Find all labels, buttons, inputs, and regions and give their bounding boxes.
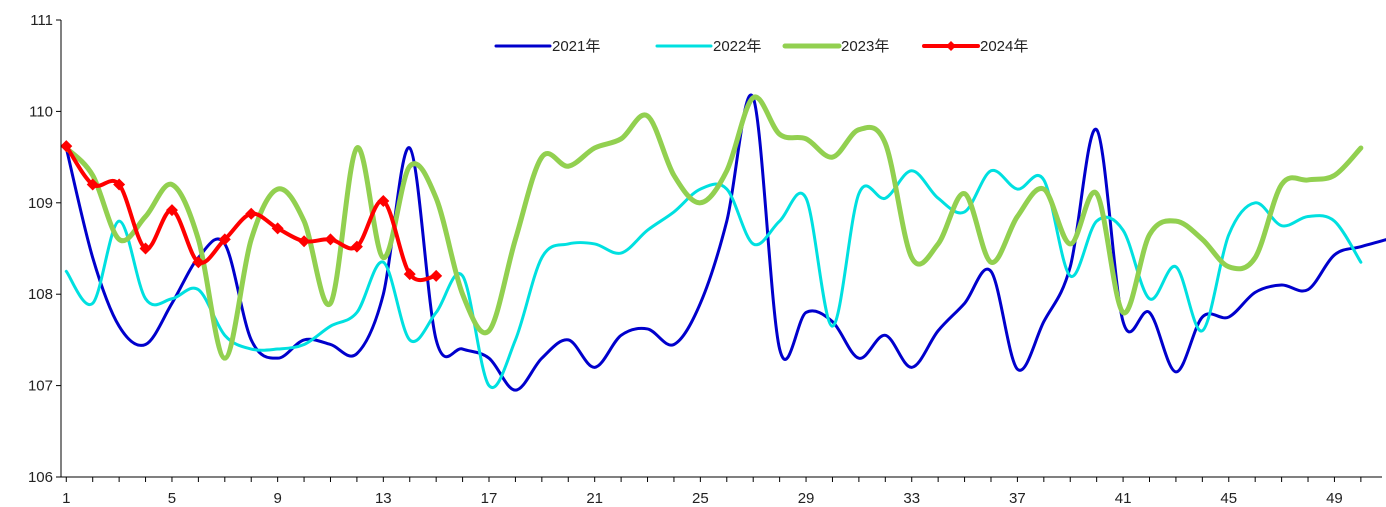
x-tick-label: 37 [1009,490,1026,507]
series-3 [63,94,1364,361]
data-point-marker [165,204,178,217]
series-line [64,93,1386,392]
legend-label: 2021年 [552,38,600,55]
legend-item: 2022年 [655,38,761,55]
series-1 [64,93,1386,392]
legend-marker [946,41,956,51]
x-tick-label: 17 [481,490,498,507]
x-tick-label: 1 [62,490,70,507]
data-point-marker [430,269,443,282]
data-point-marker [377,194,390,207]
x-tick-label: 25 [692,490,709,507]
legend-label: 2024年 [980,38,1028,55]
y-axis-ticks: 106 107 108 109 110 111 [28,12,61,486]
data-point-marker [113,178,126,191]
x-tick-label: 21 [586,490,603,507]
data-point-marker [350,240,363,253]
x-tick-label: 33 [903,490,920,507]
data-point-marker [139,242,152,255]
data-point-marker [271,222,284,235]
series-line [64,168,1363,390]
series-line [63,94,1364,361]
y-tick-label: 108 [28,286,53,303]
y-tick-label: 107 [28,378,53,395]
y-tick-label: 106 [28,469,53,486]
data-point-marker [192,256,205,269]
series-layer [60,93,1386,392]
y-tick-label: 109 [28,195,53,212]
legend: 2021年 2022年 2023年 2024年 [494,38,1028,55]
data-point-marker [298,235,311,248]
legend-item: 2023年 [782,38,889,55]
x-tick-label: 5 [168,490,176,507]
y-tick-label: 111 [30,12,53,29]
y-tick-label: 110 [29,103,53,120]
legend-item: 2024年 [922,38,1028,55]
x-tick-label: 9 [273,490,281,507]
data-point-marker [86,178,99,191]
data-point-marker [60,140,73,153]
data-point-marker [218,233,231,246]
x-tick-label: 45 [1220,490,1237,507]
legend-label: 2022年 [713,38,761,55]
x-axis-ticks: 1 5 9 13 17 21 25 29 33 37 41 45 49 [62,477,1362,507]
x-tick-label: 13 [375,490,392,507]
axes-layer: 106 107 108 109 110 111 1 5 9 13 17 21 25 29 33 37 41 45… [28,12,1382,507]
data-point-marker [245,207,258,220]
data-point-marker [324,233,337,246]
data-point-marker [403,268,416,281]
legend-label: 2023年 [841,38,889,55]
x-tick-label: 49 [1326,490,1343,507]
series-4 [60,140,443,283]
series-2 [64,168,1363,390]
legend-item: 2021年 [494,38,600,55]
x-tick-label: 29 [798,490,815,507]
x-tick-label: 41 [1115,490,1132,507]
